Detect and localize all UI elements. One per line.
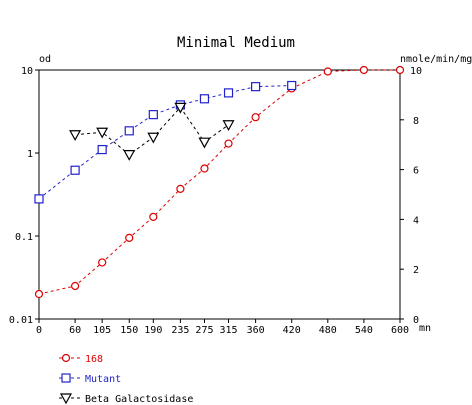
data-point (124, 126, 134, 136)
x-tick-label: 150 (120, 325, 138, 336)
x-tick-label: 275 (195, 325, 213, 336)
y-right-tick-label: 10 (410, 66, 422, 77)
legend-marker (61, 353, 71, 363)
data-point (69, 130, 82, 141)
y-right-tick-label: 4 (413, 215, 419, 226)
legend-marker (59, 393, 73, 405)
legend-label: Mutant (85, 374, 121, 385)
y-right-tick-label: 8 (413, 116, 419, 127)
x-tick-label: 60 (69, 325, 81, 336)
x-tick-label: 190 (144, 325, 162, 336)
data-point (222, 120, 235, 132)
x-tick-label: 480 (319, 325, 337, 336)
x-tick-label: 360 (247, 325, 265, 336)
legend-label: 168 (85, 354, 103, 365)
data-point (199, 94, 210, 104)
y-right-tick-label: 2 (413, 265, 419, 276)
x-tick-label: 105 (93, 325, 111, 336)
chart-title: Minimal Medium (177, 35, 295, 51)
data-point (34, 194, 44, 204)
x-tick-label: 235 (171, 325, 189, 336)
data-point (125, 233, 134, 242)
data-point (251, 82, 261, 92)
series-layer (34, 65, 405, 299)
legend-item: Beta Galactosidase (59, 393, 193, 405)
series-2 (34, 80, 297, 204)
data-point (395, 65, 405, 75)
y-right-tick-label: 0 (413, 315, 419, 326)
x-tick-label: 0 (36, 325, 42, 336)
data-point (34, 289, 44, 299)
data-point (123, 150, 136, 161)
data-point (148, 110, 158, 120)
series-1 (34, 65, 405, 299)
y-left-tick-label: 1 (27, 149, 33, 160)
legend-item: Mutant (59, 373, 121, 385)
series-line (38, 69, 400, 295)
data-point (224, 139, 233, 148)
x-tick-label: 600 (391, 325, 409, 336)
x-tick-label: 315 (219, 325, 237, 336)
data-point (98, 258, 107, 267)
series-line (38, 85, 292, 200)
data-point (198, 137, 211, 149)
y-left-axis-label: od (39, 54, 51, 65)
data-point (97, 144, 107, 155)
data-point (174, 102, 187, 114)
legend: 168 Mutant Beta Galactosidase (59, 353, 193, 405)
x-axis-unit-label: mn (419, 323, 431, 334)
y-left-tick-label: 0.01 (9, 315, 33, 326)
data-point (70, 165, 80, 175)
data-point (149, 212, 158, 221)
data-point (251, 113, 260, 122)
ticks-layer: 0 60 105 150 190 235 275 315 360 420 480 540 6000.01… (9, 66, 422, 336)
series-3 (69, 102, 235, 161)
x-tick-label: 420 (283, 325, 301, 336)
y-left-tick-label: 0.1 (15, 232, 33, 243)
data-point (287, 80, 297, 91)
data-point (147, 132, 160, 144)
y-right-tick-label: 6 (413, 166, 419, 177)
x-tick-label: 540 (355, 325, 373, 336)
data-point (96, 127, 109, 139)
data-point (223, 88, 234, 98)
data-point (323, 67, 332, 76)
legend-label: Beta Galactosidase (85, 394, 193, 405)
data-point (359, 65, 368, 75)
data-point (200, 164, 209, 173)
y-left-tick-label: 10 (21, 66, 33, 77)
legend-item: 168 (59, 353, 103, 365)
plot-frame (38, 69, 401, 320)
data-point (70, 281, 80, 291)
y-right-axis-label: nmole/min/mg (400, 54, 472, 65)
data-point (176, 184, 185, 193)
legend-marker (61, 373, 71, 383)
